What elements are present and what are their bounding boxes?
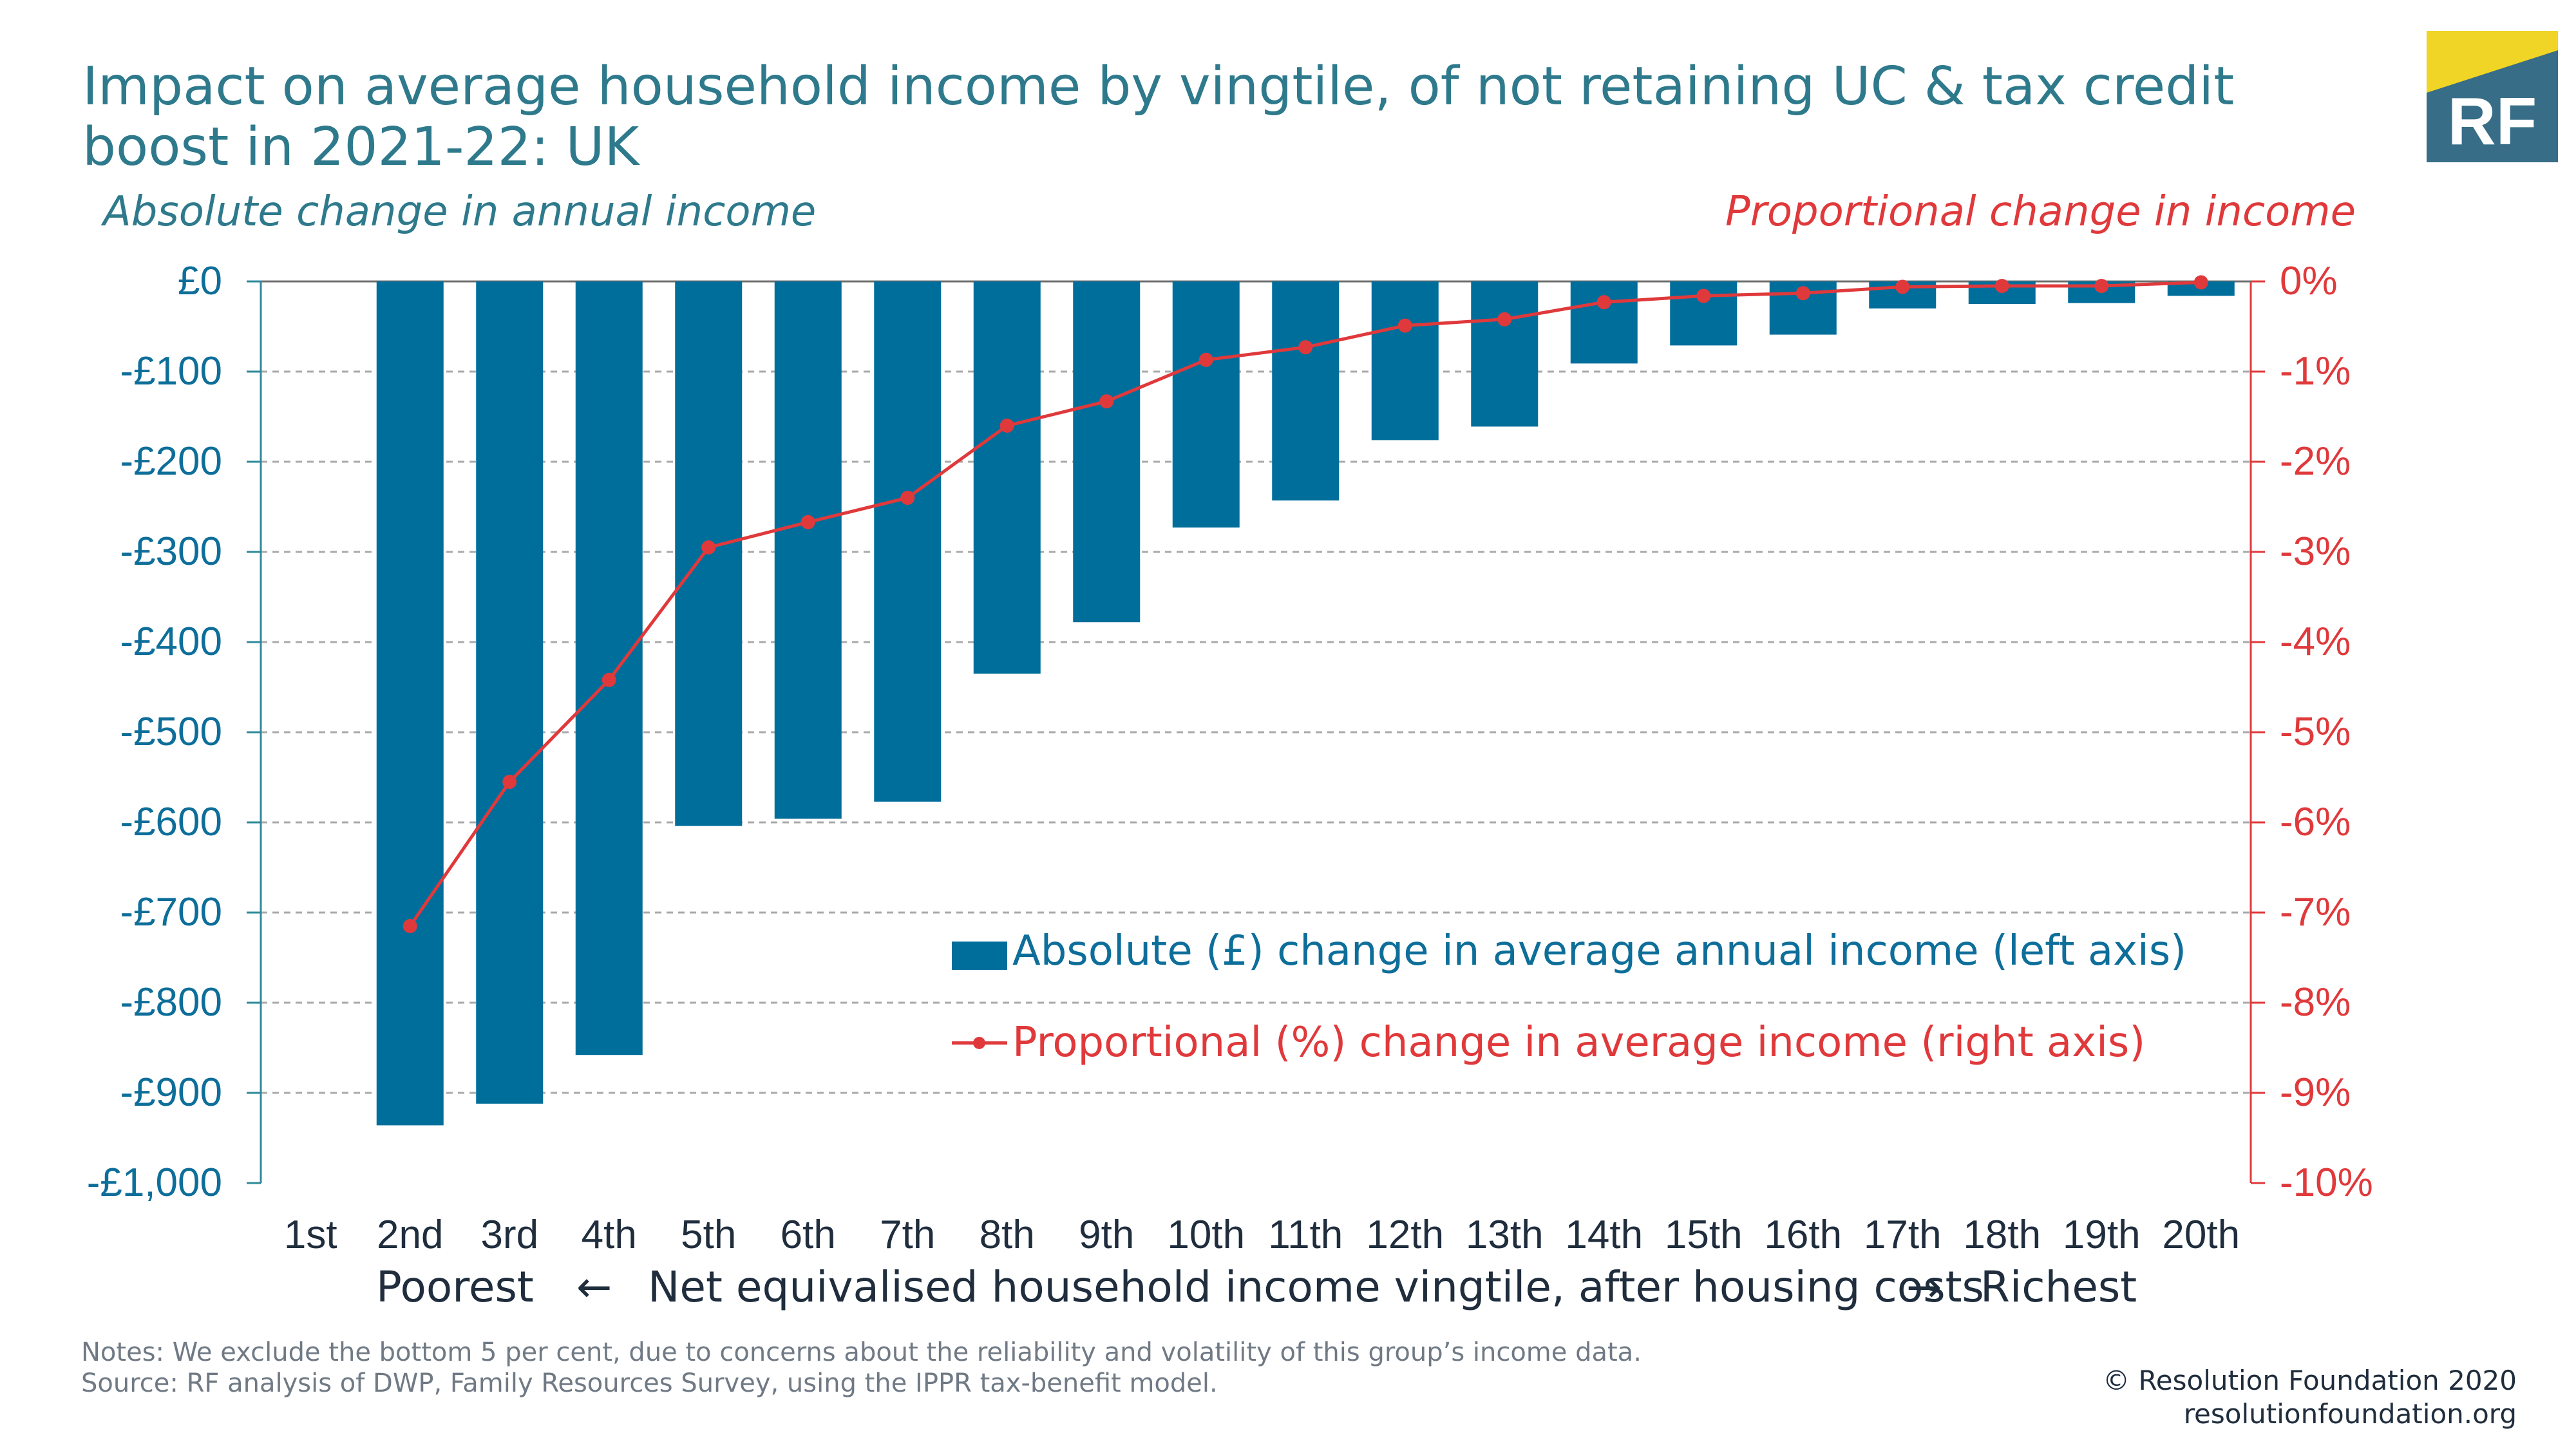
bar-6th bbox=[774, 281, 842, 819]
right-axis-tick-label: -9% bbox=[2280, 1070, 2351, 1115]
x-tick-label: 19th bbox=[2062, 1213, 2141, 1257]
x-axis-left-arrow: ← bbox=[576, 1262, 612, 1312]
right-axis-tick-label: -8% bbox=[2280, 980, 2351, 1025]
line-point-18th bbox=[1994, 279, 2009, 293]
x-axis-poorest-label: Poorest bbox=[376, 1262, 534, 1312]
line-point-13th bbox=[1497, 312, 1512, 327]
bar-12th bbox=[1371, 281, 1439, 440]
x-tick-label: 10th bbox=[1167, 1213, 1245, 1257]
right-axis-tick-label: -2% bbox=[2280, 439, 2351, 484]
bar-14th bbox=[1570, 281, 1638, 364]
line-point-8th bbox=[999, 419, 1014, 433]
right-axis-tick-label: -6% bbox=[2280, 800, 2351, 844]
x-tick-label: 9th bbox=[1079, 1213, 1135, 1257]
line-point-14th bbox=[1596, 295, 1611, 310]
x-tick-label: 5th bbox=[681, 1213, 737, 1257]
website-text: resolutionfoundation.org bbox=[2183, 1398, 2517, 1430]
copyright-text: © Resolution Foundation 2020 bbox=[2103, 1365, 2517, 1396]
x-tick-label: 6th bbox=[780, 1213, 836, 1257]
bar-8th bbox=[973, 281, 1041, 674]
line-point-15th bbox=[1696, 289, 1711, 303]
x-tick-label: 13th bbox=[1465, 1213, 1544, 1257]
line-point-7th bbox=[900, 491, 915, 505]
line-point-11th bbox=[1298, 340, 1313, 355]
line-point-17th bbox=[1895, 279, 1910, 294]
line-point-6th bbox=[800, 515, 815, 529]
chart-title: Impact on average household income by vi… bbox=[82, 56, 2235, 178]
x-tick-label: 8th bbox=[979, 1213, 1035, 1257]
right-axis-tick-label: -4% bbox=[2280, 620, 2351, 664]
line-point-20th bbox=[2193, 275, 2208, 290]
x-tick-label: 11th bbox=[1268, 1213, 1343, 1257]
legend-item-line: Proportional (%) change in average incom… bbox=[952, 1019, 2145, 1066]
line-point-9th bbox=[1099, 394, 1114, 409]
left-axis-title: Absolute change in annual income bbox=[103, 188, 817, 236]
right-axis-title: Proportional change in income bbox=[1725, 188, 2356, 236]
x-axis-right-arrow: → bbox=[1906, 1262, 1942, 1312]
x-tick-label: 3rd bbox=[480, 1213, 539, 1257]
x-tick-label: 2nd bbox=[377, 1213, 444, 1257]
bar-2nd bbox=[376, 281, 444, 1126]
right-axis-tick-label: -5% bbox=[2280, 710, 2351, 754]
source-line: Source: RF analysis of DWP, Family Resou… bbox=[81, 1368, 1218, 1398]
left-axis-tick-label: £0 bbox=[178, 259, 222, 303]
right-axis-tick-label: -7% bbox=[2280, 890, 2351, 934]
left-axis-tick-label: -£100 bbox=[120, 349, 222, 393]
left-axis-tick-label: -£300 bbox=[120, 529, 222, 574]
x-tick-label: 16th bbox=[1764, 1213, 1842, 1257]
legend-bar-swatch bbox=[952, 942, 1007, 970]
notes: Notes: We exclude the bottom 5 per cent,… bbox=[81, 1337, 1642, 1399]
logo-accent bbox=[2427, 31, 2558, 93]
x-tick-label: 12th bbox=[1366, 1213, 1444, 1257]
left-axis-tick-label: -£700 bbox=[120, 890, 222, 934]
left-axis-tick-label: -£200 bbox=[120, 439, 222, 484]
x-tick-label: 7th bbox=[880, 1213, 936, 1257]
left-axis-tick-label: -£600 bbox=[120, 800, 222, 844]
bar-9th bbox=[1073, 281, 1141, 623]
bar-10th bbox=[1172, 281, 1240, 528]
left-axis-tick-label: -£400 bbox=[120, 620, 222, 664]
bar-13th bbox=[1471, 281, 1539, 427]
bar-3rd bbox=[476, 281, 544, 1104]
line-point-2nd bbox=[402, 919, 417, 933]
right-axis-tick-label: -3% bbox=[2280, 529, 2351, 574]
right-axis-tick-label: 0% bbox=[2280, 259, 2338, 303]
rf-logo: RF bbox=[2427, 31, 2558, 162]
bar-7th bbox=[874, 281, 942, 802]
legend-item-bar: Absolute (£) change in average annual in… bbox=[952, 927, 2186, 975]
x-tick-label: 17th bbox=[1863, 1213, 1942, 1257]
x-tick-label: 14th bbox=[1565, 1213, 1643, 1257]
line-point-16th bbox=[1795, 286, 1810, 301]
x-tick-label: 4th bbox=[581, 1213, 637, 1257]
notes-line: Notes: We exclude the bottom 5 per cent,… bbox=[81, 1338, 1642, 1367]
legend-line-label: Proportional (%) change in average incom… bbox=[1012, 1019, 2146, 1066]
left-axis-tick-label: -£900 bbox=[120, 1070, 222, 1115]
line-point-10th bbox=[1198, 352, 1213, 367]
x-axis-title: Net equivalised household income vingtil… bbox=[648, 1262, 1984, 1312]
line-point-12th bbox=[1397, 318, 1412, 333]
bar-11th bbox=[1272, 281, 1340, 501]
left-axis-tick-label: -£800 bbox=[120, 980, 222, 1025]
bar-4th bbox=[575, 281, 643, 1056]
left-axis-tick-label: -£500 bbox=[120, 710, 222, 754]
x-axis-richest-label: Richest bbox=[1980, 1262, 2137, 1312]
logo-text: RF bbox=[2448, 84, 2537, 159]
line-point-19th bbox=[2094, 279, 2109, 293]
line-point-3rd bbox=[502, 775, 517, 789]
right-axis-tick-label: -1% bbox=[2280, 349, 2351, 393]
right-axis-tick-label: -10% bbox=[2280, 1160, 2373, 1205]
legend-bar-label: Absolute (£) change in average annual in… bbox=[1012, 927, 2187, 975]
x-tick-label: 1st bbox=[283, 1213, 337, 1257]
x-tick-label: 18th bbox=[1963, 1213, 2041, 1257]
credit: © Resolution Foundation 2020 resolutionf… bbox=[2103, 1364, 2517, 1431]
line-point-4th bbox=[601, 672, 616, 687]
legend-line-swatch bbox=[952, 1036, 1007, 1049]
line-point-5th bbox=[701, 540, 716, 554]
left-axis-tick-label: -£1,000 bbox=[86, 1160, 222, 1205]
x-tick-label: 20th bbox=[2162, 1213, 2240, 1257]
x-tick-label: 15th bbox=[1664, 1213, 1743, 1257]
